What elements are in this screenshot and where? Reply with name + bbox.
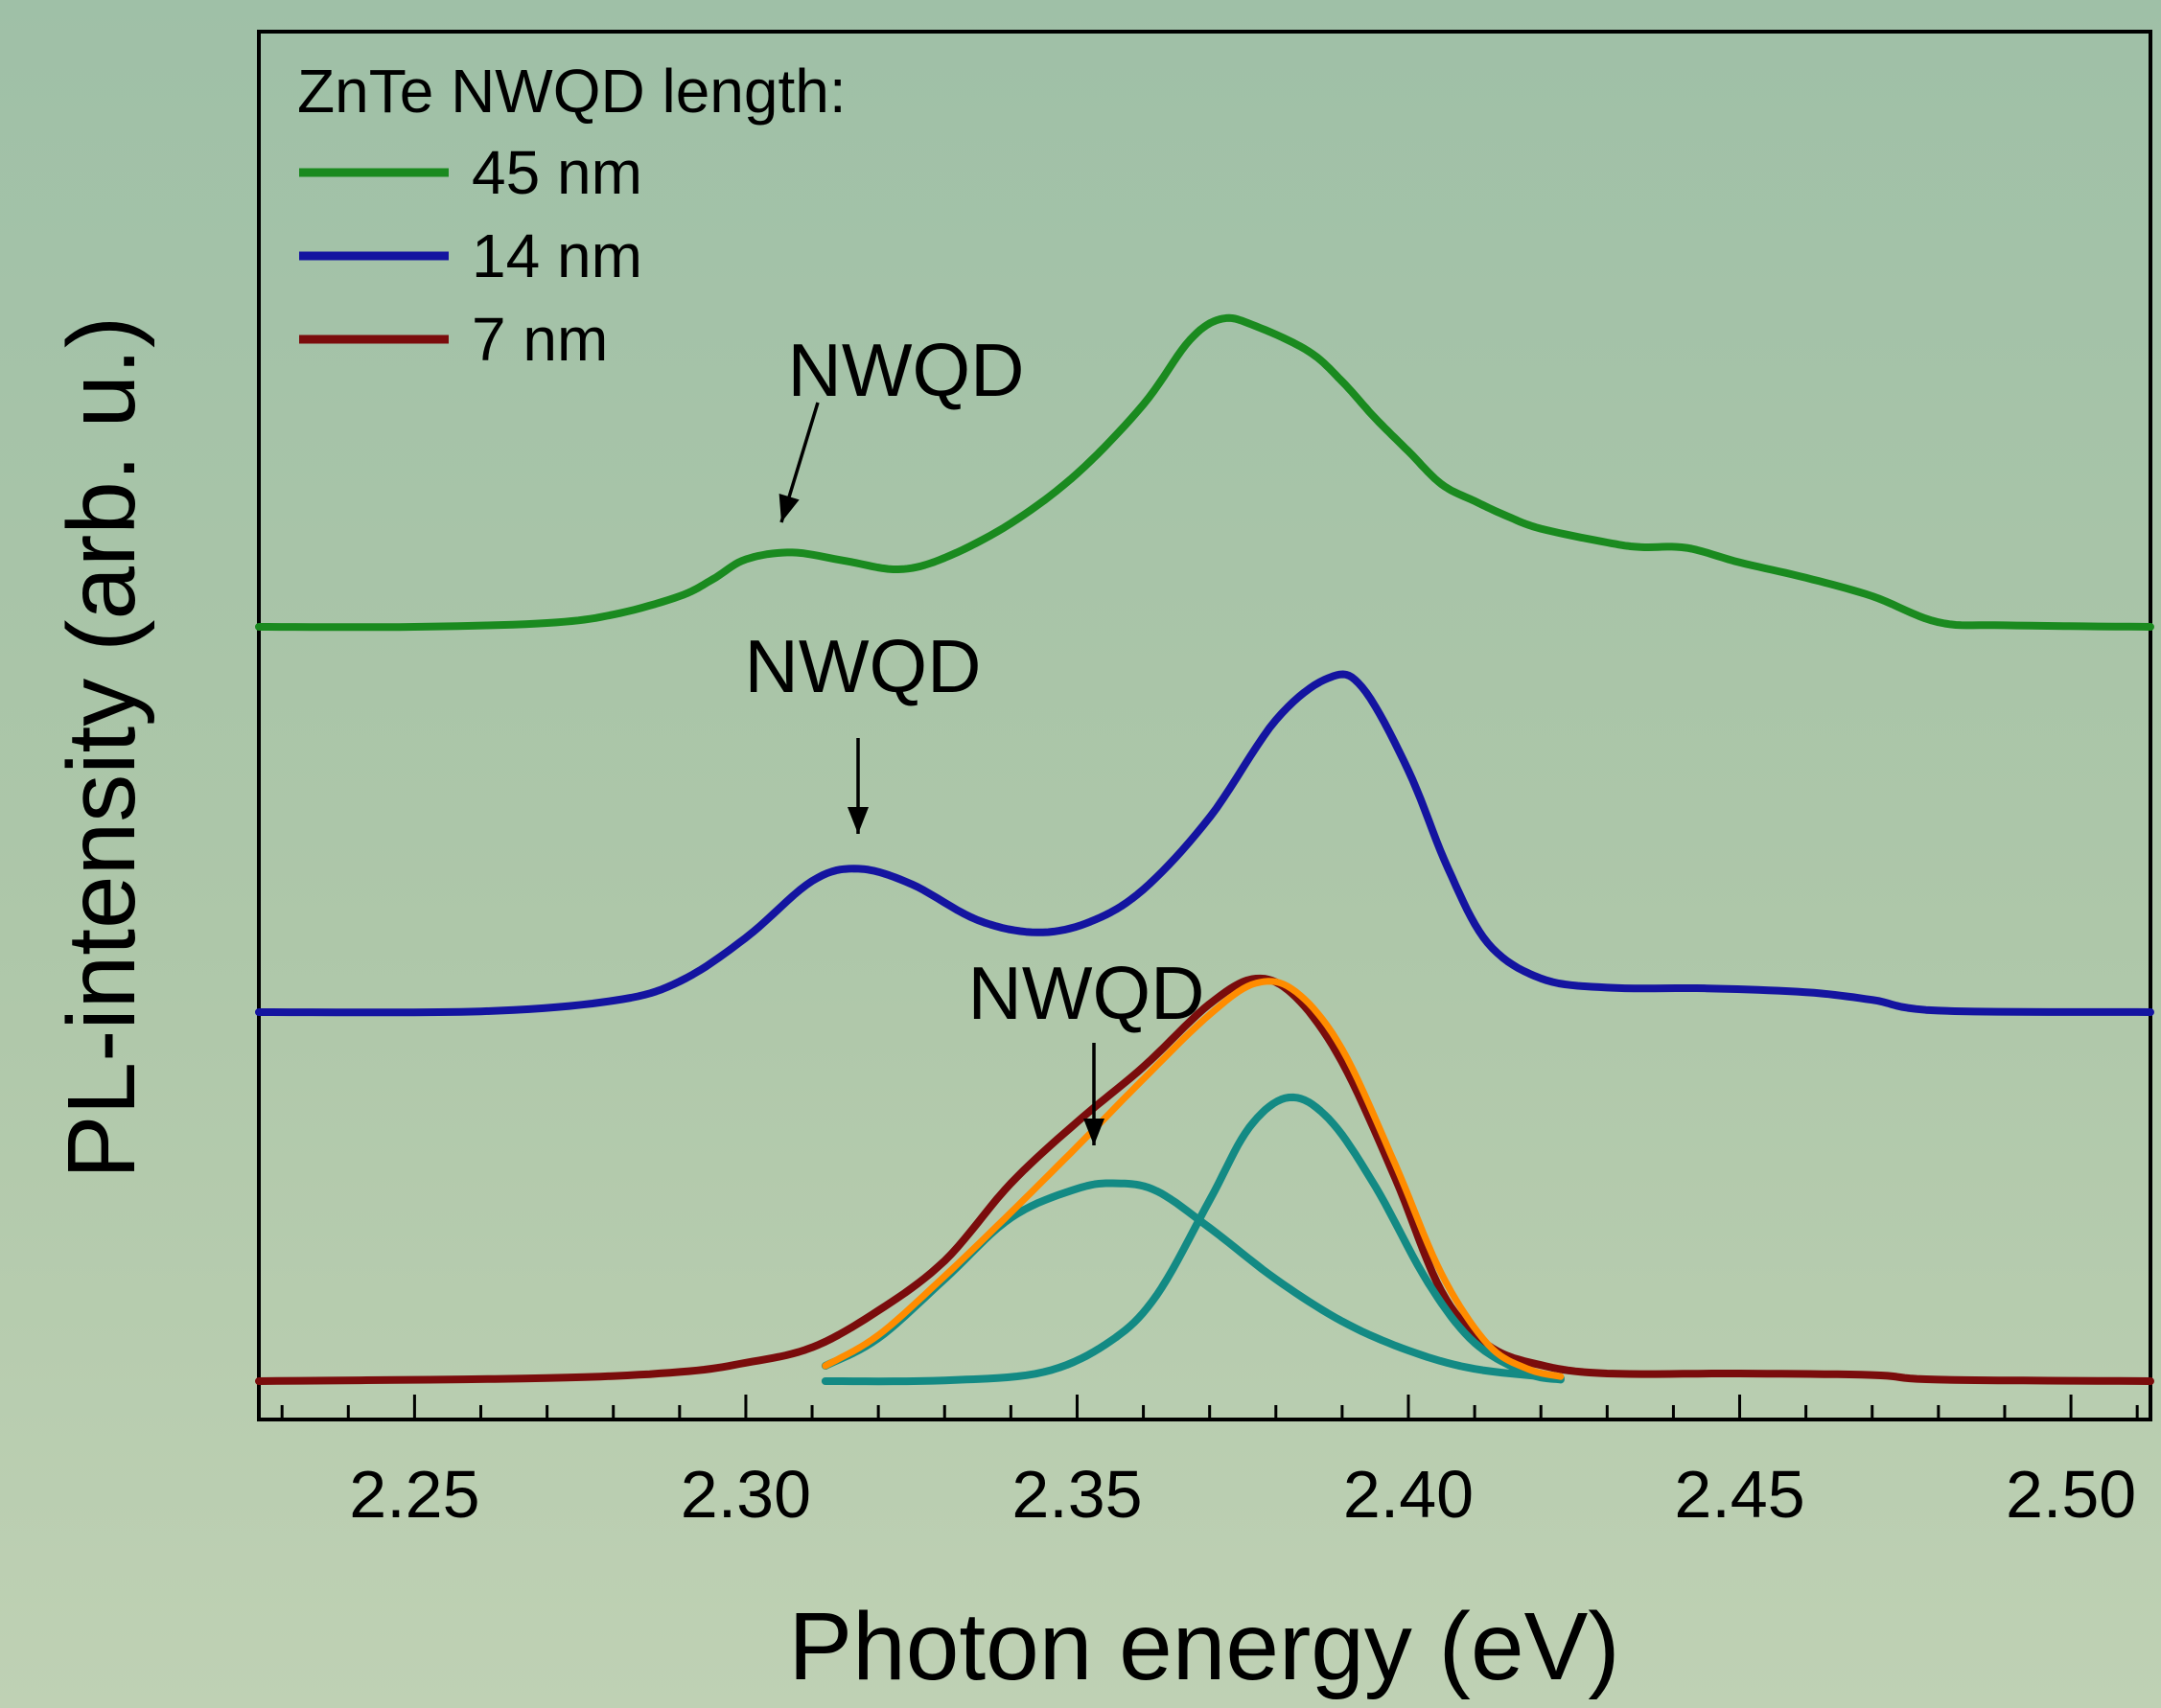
plot-frame — [257, 30, 2152, 1421]
nwqd-annotation-label: NWQD — [745, 624, 982, 708]
legend: ZnTe NWQD length: 45 nm 14 nm 7 nm — [297, 57, 847, 374]
fit-component-2-line — [821, 1093, 1565, 1386]
x-tick-label: 2.45 — [1674, 1457, 1804, 1532]
x-axis: 2.25 2.30 2.35 2.40 2.45 2.50 — [280, 1395, 2139, 1532]
x-tick-label: 2.30 — [681, 1457, 811, 1532]
series-layer — [255, 313, 2154, 1386]
arrow-head-icon — [1083, 1119, 1104, 1145]
series-14nm-line — [255, 670, 2154, 1017]
x-axis-title: Photon energy (eV) — [788, 1593, 1619, 1700]
x-tick-label: 2.50 — [2006, 1457, 2136, 1532]
legend-label-7nm: 7 nm — [472, 305, 608, 374]
legend-label-14nm: 14 nm — [472, 221, 642, 290]
y-axis-title: PL-intensity (arb. u.) — [48, 316, 155, 1179]
nwqd-annotation-label: NWQD — [788, 328, 1025, 412]
series-45nm-line — [255, 313, 2154, 632]
arrow-head-icon — [778, 494, 800, 522]
x-tick-label: 2.35 — [1011, 1457, 1142, 1532]
series-7nm-line — [255, 974, 2154, 1385]
x-tick-label: 2.40 — [1343, 1457, 1474, 1532]
x-tick-label: 2.25 — [349, 1457, 479, 1532]
legend-title: ZnTe NWQD length: — [297, 57, 847, 126]
annotations: NWQD NWQD NWQD — [745, 328, 1205, 1145]
arrow-head-icon — [848, 807, 869, 834]
nwqd-annotation-label: NWQD — [968, 951, 1205, 1035]
fit-total-line — [822, 978, 1565, 1380]
legend-label-45nm: 45 nm — [472, 138, 642, 207]
